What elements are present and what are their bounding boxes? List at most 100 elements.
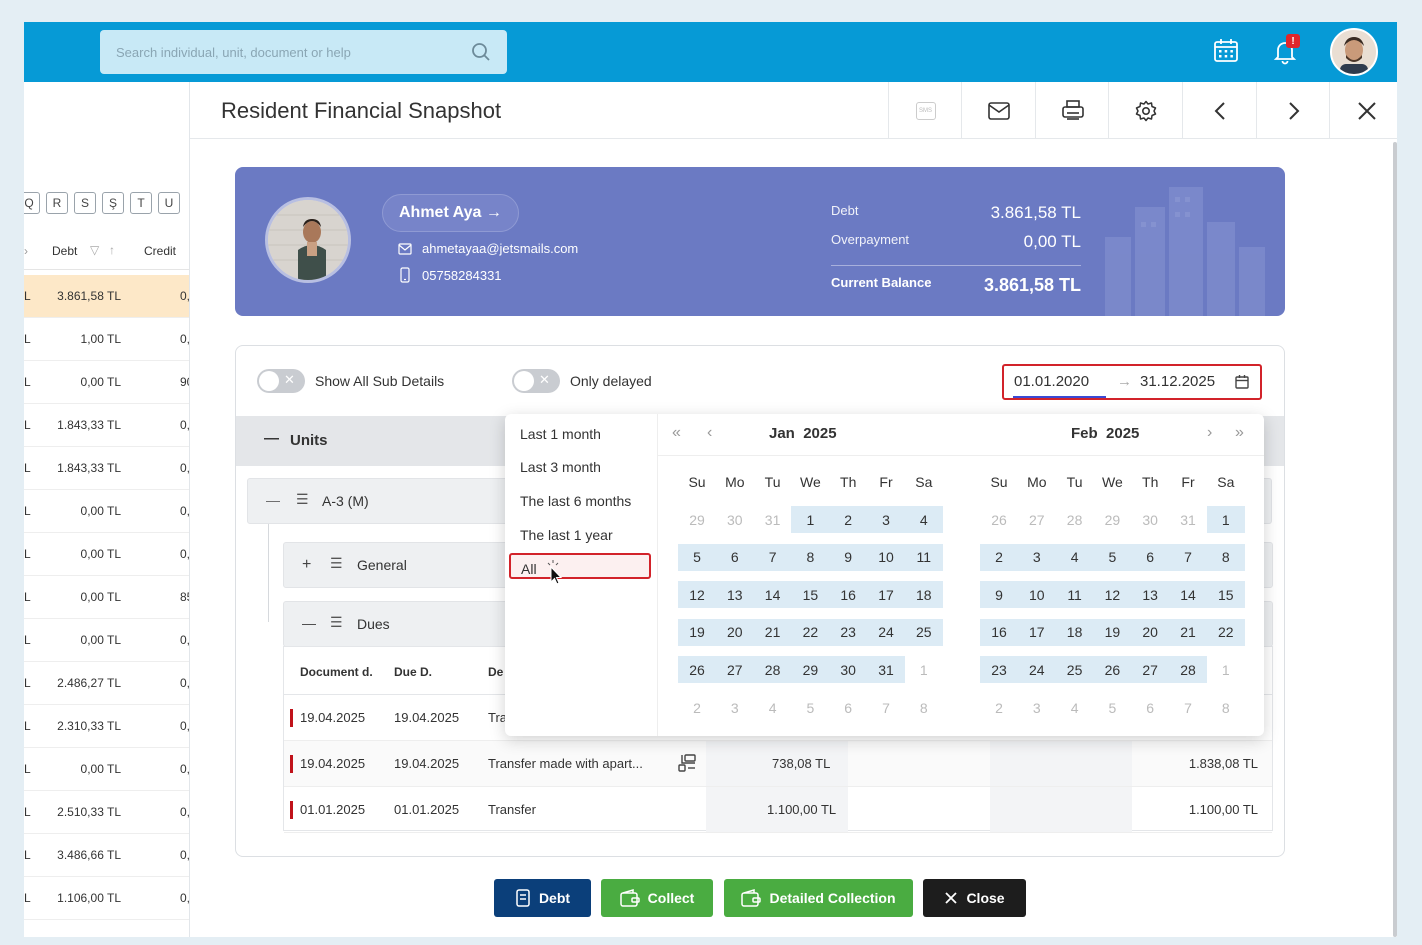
letter-t[interactable]: T (130, 192, 152, 214)
jan-day-cell[interactable]: 5 (678, 543, 716, 571)
feb-day-cell[interactable]: 8 (1221, 699, 1230, 716)
feb-day-cell[interactable]: 27 (1131, 656, 1170, 684)
search-icon[interactable] (471, 42, 491, 62)
date-range-picker[interactable]: 01.01.2020 → 31.12.2025 (1002, 364, 1262, 400)
jan-day-cell[interactable]: 10 (867, 543, 905, 571)
jan-day-cell[interactable]: 25 (904, 618, 943, 646)
jan-day-cell[interactable]: 2 (829, 506, 868, 533)
jan-day-cell[interactable]: 7 (753, 543, 792, 571)
feb-day-cell[interactable]: 9 (980, 581, 1018, 609)
feb-day-cell[interactable]: 27 (1029, 511, 1045, 528)
preset-last-1-month[interactable]: Last 1 month (520, 426, 601, 442)
feb-day-cell[interactable]: 7 (1169, 543, 1207, 571)
feb-day-cell[interactable]: 14 (1169, 581, 1207, 609)
jan-day-cell[interactable]: 24 (867, 618, 905, 646)
jan-day-cell[interactable]: 13 (715, 581, 754, 609)
user-avatar[interactable] (1330, 28, 1378, 76)
only-delayed-toggle[interactable]: ✕ (512, 369, 560, 393)
table-row[interactable]: 19.04.2025 19.04.2025 Transfer made with… (284, 741, 1272, 787)
left-month[interactable]: Jan (769, 425, 795, 442)
show-sub-details-toggle[interactable]: ✕ (257, 369, 305, 393)
left-year[interactable]: 2025 (803, 425, 837, 442)
feb-day-cell[interactable]: 19 (1093, 618, 1132, 646)
feb-day-cell[interactable]: 15 (1206, 581, 1245, 609)
jan-day-cell[interactable]: 19 (678, 618, 716, 646)
credit-column-header[interactable]: Credit (144, 244, 177, 258)
table-row[interactable]: L 3.861,58 TL 0, (24, 275, 189, 318)
feb-day-cell[interactable]: 28 (1169, 656, 1207, 684)
jan-day-cell[interactable]: 6 (715, 543, 754, 571)
jan-day-cell[interactable]: 11 (904, 543, 943, 571)
letter-q[interactable]: Q (24, 192, 40, 214)
email-button[interactable] (961, 82, 1035, 139)
feb-day-cell[interactable]: 31 (1180, 511, 1196, 528)
letter-r[interactable]: R (46, 192, 68, 214)
collapse-icon[interactable]: — (264, 430, 279, 447)
next-year-button[interactable]: » (1235, 424, 1244, 441)
drag-handle-icon[interactable]: ☰ (296, 491, 309, 507)
feb-day-cell[interactable]: 12 (1093, 581, 1132, 609)
right-year[interactable]: 2025 (1106, 425, 1140, 442)
table-row[interactable]: 19.04.2025 19.04.2025 Tra (284, 695, 1272, 741)
preset-all[interactable]: All (509, 553, 651, 579)
jan-day-cell[interactable]: 15 (791, 581, 830, 609)
jan-day-cell[interactable]: 8 (919, 699, 928, 716)
table-row[interactable]: L 0,00 TL 0, (24, 490, 189, 533)
jan-day-cell[interactable]: 29 (689, 511, 705, 528)
feb-day-cell[interactable]: 1 (1206, 506, 1245, 533)
feb-day-cell[interactable]: 1 (1221, 661, 1230, 678)
jan-day-cell[interactable]: 30 (829, 656, 868, 684)
table-row[interactable]: L 0,00 TL 900, (24, 361, 189, 404)
letter-u[interactable]: U (158, 192, 180, 214)
feb-day-cell[interactable]: 7 (1184, 699, 1192, 716)
feb-day-cell[interactable]: 26 (1093, 656, 1132, 684)
preset-last-1-year[interactable]: The last 1 year (520, 527, 613, 543)
close-button[interactable]: Close (923, 879, 1026, 917)
jan-day-cell[interactable]: 23 (829, 618, 868, 646)
table-row[interactable]: L 2.310,33 TL 0, (24, 705, 189, 748)
feb-day-cell[interactable]: 4 (1070, 699, 1079, 716)
jan-day-cell[interactable]: 31 (867, 656, 905, 684)
drag-handle-icon[interactable]: ☰ (330, 555, 343, 571)
next-button[interactable] (1256, 82, 1330, 139)
table-row[interactable]: L 1.843,33 TL 0, (24, 447, 189, 490)
jan-day-cell[interactable]: 17 (867, 581, 905, 609)
table-row[interactable]: L 1,00 TL 0, (24, 318, 189, 361)
right-month[interactable]: Feb (1071, 425, 1098, 442)
feb-day-cell[interactable]: 18 (1055, 618, 1094, 646)
jan-day-cell[interactable]: 22 (791, 618, 830, 646)
table-row[interactable]: L 2.510,33 TL 0, (24, 791, 189, 834)
table-row[interactable]: L 0,00 TL 0, (24, 619, 189, 662)
feb-day-cell[interactable]: 11 (1055, 581, 1094, 609)
debt-column-header[interactable]: Debt (52, 244, 78, 258)
prev-month-button[interactable]: ‹ (707, 424, 713, 441)
jan-day-cell[interactable]: 20 (715, 618, 754, 646)
jan-day-cell[interactable]: 6 (844, 699, 853, 716)
left-month-title[interactable]: Jan 2025 (769, 425, 837, 467)
table-row[interactable]: L 1.106,00 TL 0, (24, 877, 189, 920)
calendar-icon[interactable] (1234, 374, 1250, 394)
detailed-collection-button[interactable]: Detailed Collection (724, 879, 913, 917)
previous-button[interactable] (1182, 82, 1256, 139)
jan-day-cell[interactable]: 4 (904, 506, 943, 533)
document-detail-icon[interactable] (677, 753, 697, 776)
jan-day-cell[interactable]: 27 (715, 656, 754, 684)
letter-s-cedilla[interactable]: Ş (102, 192, 124, 214)
close-modal-button[interactable] (1329, 82, 1397, 139)
jan-day-cell[interactable]: 28 (753, 656, 792, 684)
feb-day-cell[interactable]: 22 (1206, 618, 1245, 646)
collapse-icon[interactable]: — (302, 615, 316, 631)
jan-day-cell[interactable]: 3 (730, 699, 739, 716)
table-row[interactable]: L 2.486,27 TL 0, (24, 662, 189, 705)
feb-day-cell[interactable]: 5 (1093, 543, 1132, 571)
letter-s[interactable]: S (74, 192, 96, 214)
table-row[interactable]: L 1.843,33 TL 0, (24, 404, 189, 447)
feb-day-cell[interactable]: 25 (1055, 656, 1094, 684)
filter-icon[interactable]: ▽ (90, 243, 100, 257)
settings-button[interactable] (1108, 82, 1182, 139)
collect-button[interactable]: Collect (601, 879, 713, 917)
feb-day-cell[interactable]: 4 (1055, 543, 1094, 571)
jan-day-cell[interactable]: 12 (678, 581, 716, 609)
jan-day-cell[interactable]: 30 (727, 511, 743, 528)
jan-day-cell[interactable]: 5 (806, 699, 815, 716)
